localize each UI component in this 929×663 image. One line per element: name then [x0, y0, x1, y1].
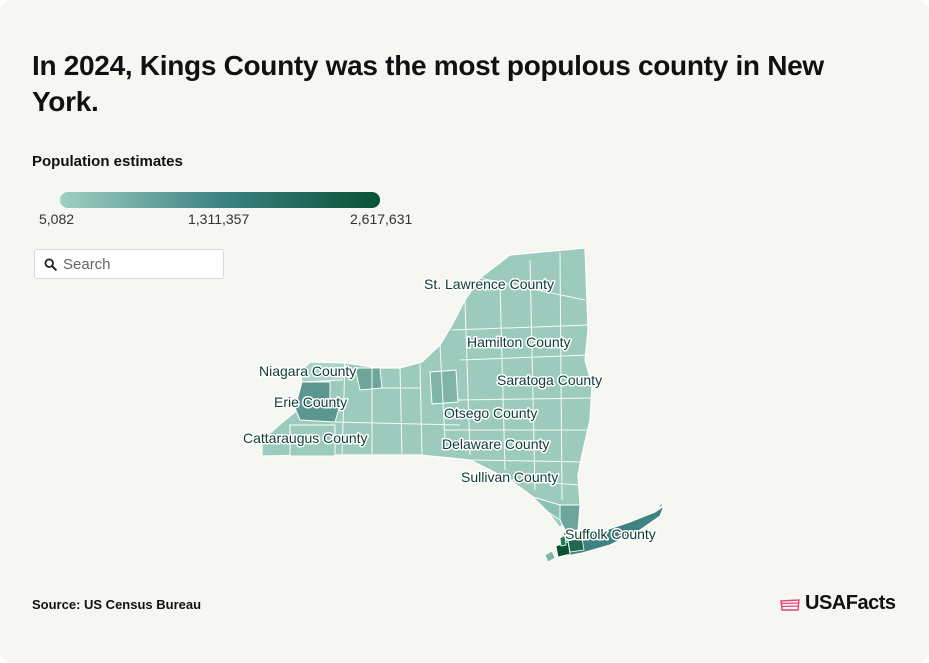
- legend-color-bar: [60, 192, 380, 208]
- cattaraugus-county[interactable]: [289, 424, 336, 457]
- orange-county[interactable]: [532, 496, 561, 521]
- county-borders: [334, 251, 593, 501]
- search-icon: [44, 258, 57, 271]
- legend-min-label: 5,082: [39, 211, 75, 227]
- monroe-county[interactable]: [354, 367, 383, 391]
- search-box[interactable]: [34, 249, 224, 279]
- label-cattaraugus: Cattaraugus County: [243, 430, 368, 446]
- state-shape: [261, 247, 593, 529]
- label-niagara: Niagara County: [259, 363, 356, 379]
- niagara-county[interactable]: [299, 361, 346, 383]
- long-island-fork: [654, 501, 664, 510]
- staten-island-shape: [544, 550, 556, 563]
- label-otsego: Otsego County: [444, 405, 537, 421]
- search-input[interactable]: [63, 253, 213, 275]
- erie-county[interactable]: [294, 381, 341, 423]
- legend-title: Population estimates: [32, 153, 183, 170]
- label-delaware: Delaware County: [442, 436, 549, 452]
- us-flag-map-icon: [780, 599, 800, 611]
- label-sullivan: Sullivan County: [461, 469, 558, 485]
- legend-mid-label: 1,311,357: [188, 211, 250, 227]
- page-title: In 2024, Kings County was the most popul…: [32, 50, 824, 117]
- label-suffolk: Suffolk County: [565, 526, 656, 542]
- brand-name: USAFacts: [805, 592, 896, 614]
- onondaga-county[interactable]: [429, 369, 459, 405]
- label-saratoga: Saratoga County: [497, 372, 602, 388]
- legend-max-label: 2,617,631: [350, 211, 413, 227]
- source-note: Source: US Census Bureau: [32, 597, 202, 612]
- new-york-county[interactable]: [559, 534, 567, 547]
- label-hamilton: Hamilton County: [467, 334, 571, 350]
- label-erie: Erie County: [274, 394, 347, 410]
- long-island-shape: [561, 504, 666, 557]
- label-st-lawrence: St. Lawrence County: [424, 276, 554, 292]
